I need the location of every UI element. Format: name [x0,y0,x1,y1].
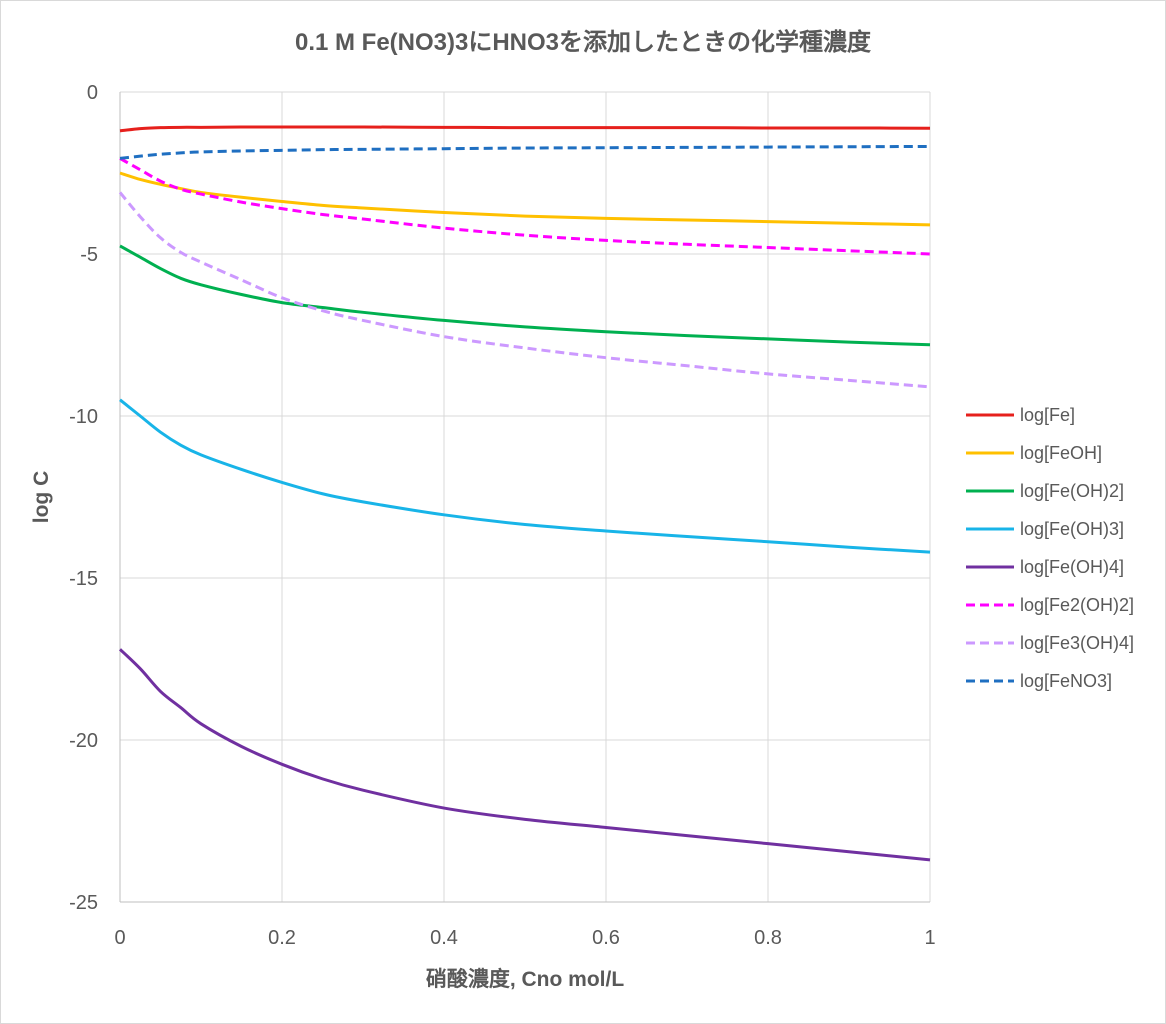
series-line-log-fe2-oh-2 [119,157,931,256]
x-tick-label: 0 [114,927,125,949]
legend-item: log[FeOH] [964,434,1134,472]
legend-label: log[Fe(OH)4] [1020,556,1125,577]
legend-item: log[Fe3(OH)4] [964,624,1134,662]
x-axis-label: 硝酸濃度, Cno mol/L [425,968,625,991]
y-tick-label: -5 [80,244,98,266]
y-tick-label: -20 [69,730,98,752]
legend-swatch [966,413,1014,417]
x-tick-label: 0.8 [754,927,782,949]
y-tick-label: -25 [69,892,98,914]
x-tick-label: 0.2 [268,927,296,949]
y-axis-label: log C [30,470,53,524]
legend-item: log[Fe] [964,396,1134,434]
series-line-log-fe-oh-4 [118,648,931,862]
legend-item: log[Fe(OH)2] [964,472,1134,510]
legend-label: log[Fe2(OH)2] [1020,594,1135,615]
legend-item: log[Fe(OH)3] [964,510,1134,548]
y-tick-label: -15 [69,568,98,590]
legend-swatch [966,451,1014,455]
legend-item: log[Fe(OH)4] [964,548,1134,586]
legend-item: log[FeNO3] [964,662,1134,700]
series-line-log-fe [119,125,931,133]
legend-label: log[Fe(OH)3] [1020,518,1125,539]
legend-label: log[FeNO3] [1020,670,1113,691]
legend-label: log[Fe(OH)2] [1020,480,1125,501]
x-tick-label: 0.6 [592,927,620,949]
legend-swatch [966,641,1014,645]
series-line-log-fe-oh-2 [119,244,931,347]
legend: log[Fe] log[FeOH] log[Fe(OH)2] log[Fe(OH)3]… [964,396,1134,700]
y-tick-label: -10 [69,406,98,428]
legend-label: log[Fe3(OH)4] [1020,632,1135,653]
legend-swatch [966,565,1014,569]
series-line-log-fe3-oh-4 [118,191,931,389]
x-tick-label: 0.4 [430,927,458,949]
series-line-log-fe-oh-3 [119,398,931,554]
legend-label: log[Fe] [1020,404,1076,425]
legend-swatch [966,679,1014,683]
chart-title: 0.1 M Fe(NO3)3にHNO3を添加したときの化学種濃度 [294,29,872,56]
legend-swatch [966,489,1014,493]
series-line-log-feno3 [119,144,931,160]
legend-item: log[Fe2(OH)2] [964,586,1134,624]
series-line-log-feoh [119,171,931,227]
legend-swatch [966,603,1014,607]
legend-swatch [966,527,1014,531]
legend-label: log[FeOH] [1020,442,1103,463]
x-tick-label: 1 [924,927,935,949]
y-tick-label: 0 [87,82,98,104]
